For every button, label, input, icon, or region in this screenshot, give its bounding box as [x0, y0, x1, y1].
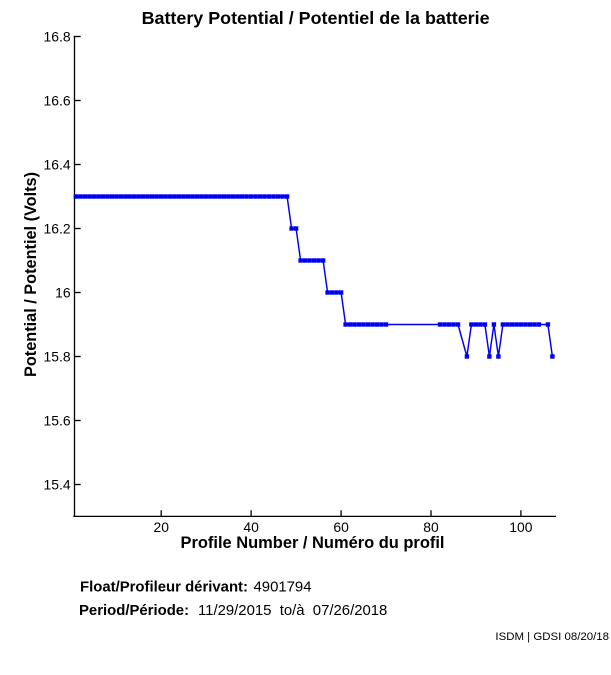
- svg-text:100: 100: [509, 519, 532, 535]
- svg-text:11/29/2015 to/à 07/26/2018: 11/29/2015 to/à 07/26/2018: [198, 603, 387, 619]
- svg-text:15.4: 15.4: [44, 476, 71, 492]
- svg-text:Profile Number / Numéro du pro: Profile Number / Numéro du profil: [181, 534, 445, 552]
- svg-text:ISDM | GDSI 08/20/18: ISDM | GDSI 08/20/18: [495, 631, 609, 643]
- svg-text:15.6: 15.6: [44, 412, 71, 428]
- svg-text:Potential / Potentiel (Volts): Potential / Potentiel (Volts): [22, 172, 40, 377]
- svg-text:16: 16: [55, 284, 71, 300]
- svg-text:16.6: 16.6: [44, 92, 71, 108]
- svg-text:20: 20: [153, 519, 169, 535]
- svg-text:15.8: 15.8: [44, 348, 71, 364]
- svg-text:40: 40: [243, 519, 259, 535]
- svg-text:Period/Période:: Period/Période:: [79, 603, 189, 619]
- svg-text:4901794: 4901794: [254, 580, 312, 596]
- svg-text:Float/Profileur dérivant:: Float/Profileur dérivant:: [80, 580, 248, 596]
- svg-text:16.2: 16.2: [44, 220, 71, 236]
- svg-text:16.8: 16.8: [44, 28, 71, 44]
- svg-text:60: 60: [333, 519, 349, 535]
- svg-text:Battery Potential / Potentiel: Battery Potential / Potentiel de la batt…: [142, 8, 490, 28]
- svg-text:16.4: 16.4: [44, 156, 71, 172]
- svg-text:80: 80: [423, 519, 439, 535]
